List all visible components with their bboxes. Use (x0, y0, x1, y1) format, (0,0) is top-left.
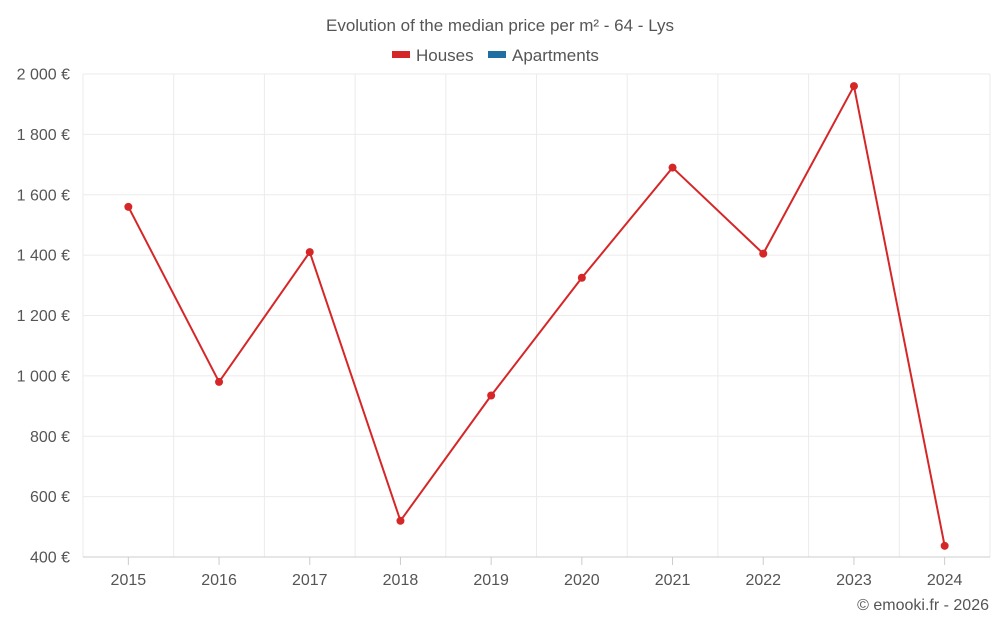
x-tick-label: 2016 (201, 572, 237, 589)
y-axis-ticks: 2 000 € 1 800 € 1 600 € 1 400 € 1 200 € 1 000… (17, 67, 70, 567)
legend-label-houses: Houses (416, 46, 474, 65)
y-tick-label: 1 200 € (17, 308, 70, 325)
data-point-2016[interactable] (215, 377, 224, 386)
y-tick-label: 1 800 € (17, 127, 70, 144)
x-axis-ticks: 2015 2016 2017 2018 2019 2020 2021 2022 2023 2024 (111, 557, 963, 589)
data-point-2017[interactable] (305, 248, 314, 257)
gridlines (82, 73, 991, 558)
legend-swatch-houses (392, 51, 410, 58)
series-houses (124, 82, 949, 550)
data-point-2024[interactable] (940, 541, 949, 550)
legend-item-houses[interactable]: Houses (392, 46, 474, 65)
y-tick-label: 1 400 € (17, 248, 70, 265)
x-tick-label: 2015 (111, 572, 147, 589)
data-point-2018[interactable] (396, 516, 405, 525)
x-tick-label: 2022 (745, 572, 781, 589)
data-point-2015[interactable] (124, 202, 133, 211)
chart-title: Evolution of the median price per m² - 6… (326, 16, 674, 35)
legend-swatch-apartments (488, 51, 506, 58)
data-point-2023[interactable] (849, 82, 858, 91)
legend-item-apartments[interactable]: Apartments (488, 46, 599, 65)
x-tick-label: 2019 (473, 572, 509, 589)
y-tick-label: 2 000 € (17, 67, 70, 84)
legend-label-apartments: Apartments (512, 46, 599, 65)
data-point-2019[interactable] (487, 391, 496, 400)
y-tick-label: 400 € (30, 550, 70, 567)
data-point-2021[interactable] (668, 163, 677, 172)
data-point-2020[interactable] (577, 273, 586, 282)
y-tick-label: 1 000 € (17, 368, 70, 385)
data-point-2022[interactable] (759, 249, 768, 258)
y-tick-label: 600 € (30, 489, 70, 506)
x-tick-label: 2017 (292, 572, 328, 589)
credit-text: © emooki.fr - 2026 (857, 597, 989, 614)
x-tick-label: 2024 (927, 572, 963, 589)
x-tick-label: 2021 (655, 572, 691, 589)
x-tick-label: 2018 (383, 572, 419, 589)
x-tick-label: 2020 (564, 572, 600, 589)
y-tick-label: 1 600 € (17, 187, 70, 204)
series-line-houses (127, 85, 946, 547)
legend: Houses Apartments (392, 46, 599, 65)
y-tick-label: 800 € (30, 429, 70, 446)
x-tick-label: 2023 (836, 572, 872, 589)
